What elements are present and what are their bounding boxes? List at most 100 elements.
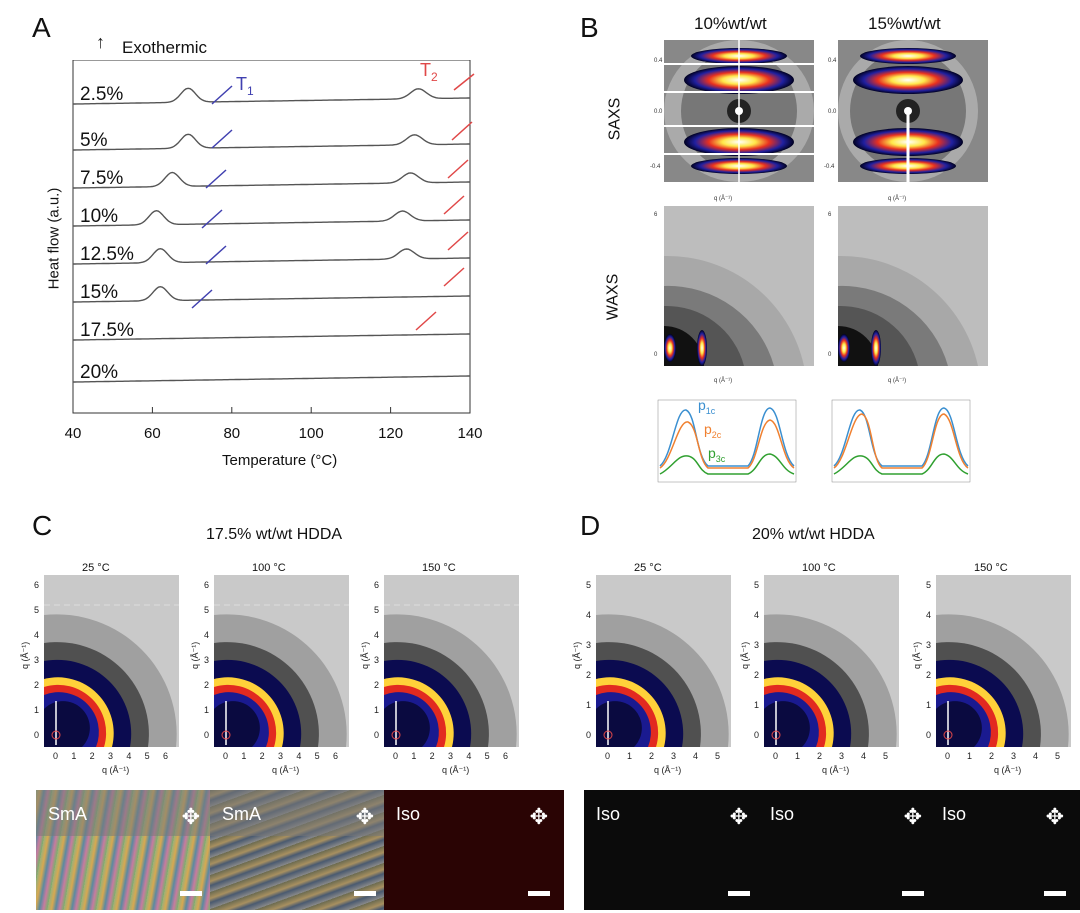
- x-tick-label: 4: [861, 751, 866, 761]
- scale-bar: [180, 891, 202, 896]
- x-tick-label: 1: [627, 751, 632, 761]
- dsc-curves: [73, 87, 470, 383]
- y-tick-label: 3: [34, 655, 39, 665]
- pom-label: Iso: [942, 804, 967, 824]
- y-tick-label: 2: [34, 680, 39, 690]
- y-tick-label: 4: [204, 630, 209, 640]
- y-tick-label: 0: [204, 730, 209, 740]
- y-tick-label: 1: [374, 705, 379, 715]
- series-label: 2.5%: [80, 84, 123, 105]
- y-tick-label: 5: [926, 580, 931, 590]
- y-tick-label: 3: [374, 655, 379, 665]
- svg-text:6: 6: [828, 212, 832, 218]
- y-tick-label: 4: [374, 630, 379, 640]
- y-tick-label: 5: [34, 605, 39, 615]
- crossed-polarizer-icon: ✥: [181, 804, 200, 829]
- svg-text:-0.4: -0.4: [824, 164, 835, 170]
- series-label: 12.5%: [80, 244, 134, 265]
- x-axis-label: q (Å⁻¹): [822, 765, 849, 775]
- scale-bar: [1044, 891, 1066, 896]
- x-tick-label: 0: [605, 751, 610, 761]
- x-tick-label: 5: [485, 751, 490, 761]
- panel-c-title: 17.5% wt/wt HDDA: [206, 526, 343, 543]
- crossed-polarizer-icon: ✥: [529, 804, 548, 829]
- x-tick-label: 2: [989, 751, 994, 761]
- pom-label: Iso: [770, 804, 795, 824]
- series-label: 7.5%: [80, 168, 123, 189]
- t1-arrow-icon: [201, 209, 223, 229]
- x-tick-label: 1: [241, 751, 246, 761]
- dsc-curve-3: [73, 209, 470, 227]
- x-tick-label: 6: [333, 751, 338, 761]
- x-tick-label: 5: [715, 751, 720, 761]
- x-axis-label: q (Å⁻¹): [442, 765, 469, 775]
- crossed-polarizer-icon: ✥: [355, 804, 374, 829]
- dsc-curve-7: [73, 375, 470, 383]
- x-tick-label: 3: [278, 751, 283, 761]
- panel-d-temp-label: 100 °C: [802, 562, 836, 574]
- series-label: 17.5%: [80, 320, 134, 341]
- panel-c-letter: C: [32, 510, 53, 541]
- dsc-curve-1: [73, 133, 470, 151]
- pom-image-c-150: Iso ✥: [384, 790, 564, 910]
- x-tick-label: 0: [223, 751, 228, 761]
- svg-text:0.0: 0.0: [828, 109, 837, 115]
- y-tick-label: 5: [586, 580, 591, 590]
- x-tick-label: 4: [296, 751, 301, 761]
- panel-c-temp-label: 25 °C: [82, 562, 110, 574]
- x-tick-label: 140: [457, 425, 482, 442]
- t1-arrow-icon: [205, 169, 227, 189]
- t2-arrow-icon: [443, 267, 465, 287]
- x-tick-label: 5: [1055, 751, 1060, 761]
- panel-c-waxs-image-0: 0 0 1 1 2 2 3 3 4 4 5 5 6 6 q (Å⁻¹) q (Å⁻¹): [20, 575, 179, 775]
- p3-label: p3c: [708, 445, 726, 464]
- saxs-image-15: 0.4 0.0 -0.4 q (Å⁻¹): [824, 40, 988, 202]
- x-tick-label: 6: [503, 751, 508, 761]
- panel-b-col2: 15%wt/wt: [868, 14, 941, 33]
- x-ticks: 40 60 80 100 120 140: [65, 407, 483, 442]
- x-axis-label: q (Å⁻¹): [994, 765, 1021, 775]
- x-tick-label: 3: [108, 751, 113, 761]
- svg-text:q (Å⁻¹): q (Å⁻¹): [714, 377, 732, 384]
- y-axis-label: q (Å⁻¹): [360, 642, 370, 669]
- t2-arrow-icon: [453, 73, 475, 91]
- x-tick-label: 4: [1033, 751, 1038, 761]
- y-tick-label: 1: [34, 705, 39, 715]
- panel-c-temp-label: 100 °C: [252, 562, 286, 574]
- pom-image-d-150: Iso ✥: [930, 790, 1080, 910]
- waxs-image-10: 6 0 q (Å⁻¹): [654, 206, 814, 384]
- x-tick-label: 100: [299, 425, 324, 442]
- x-tick-label: 5: [315, 751, 320, 761]
- x-tick-label: 0: [393, 751, 398, 761]
- y-axis-label: q (Å⁻¹): [740, 642, 750, 669]
- x-tick-label: 4: [126, 751, 131, 761]
- dsc-chart: 40 60 80 100 120 140 2.5% 5% 7.5% 10% 12.5% 15% 17.…: [65, 60, 483, 442]
- scale-bar: [528, 891, 550, 896]
- exothermic-arrow-icon: ↑: [96, 32, 105, 52]
- p1-label: p1c: [698, 397, 716, 416]
- row-waxs-label: WAXS: [604, 273, 622, 321]
- scale-bar: [354, 891, 376, 896]
- svg-text:q (Å⁻¹): q (Å⁻¹): [888, 377, 906, 384]
- x-tick-label: 40: [65, 425, 82, 442]
- y-tick-label: 3: [586, 640, 591, 650]
- series-label: 5%: [80, 130, 108, 151]
- y-tick-label: 5: [374, 605, 379, 615]
- panel-d-waxs-image-2: 0 0 1 1 2 2 3 3 4 4 5 5 q (Å⁻¹) q (Å⁻¹): [912, 575, 1071, 775]
- y-tick-label: 1: [586, 700, 591, 710]
- y-tick-label: 4: [926, 610, 931, 620]
- panel-d-waxs-image-1: 0 0 1 1 2 2 3 3 4 4 5 5 q (Å⁻¹) q (Å⁻¹): [740, 575, 899, 775]
- x-tick-label: 2: [260, 751, 265, 761]
- dsc-ylabel: Heat flow (a.u.): [45, 187, 63, 290]
- series-label: 15%: [80, 282, 118, 303]
- x-tick-label: 3: [448, 751, 453, 761]
- series-label: 20%: [80, 362, 118, 383]
- crossed-polarizer-icon: ✥: [903, 804, 922, 829]
- x-tick-label: 3: [671, 751, 676, 761]
- panel-b-letter: B: [580, 12, 599, 43]
- svg-text:-0.4: -0.4: [650, 164, 661, 170]
- y-tick-label: 1: [754, 700, 759, 710]
- t2-arrow-icon: [443, 195, 465, 215]
- svg-text:6: 6: [654, 212, 658, 218]
- pom-image-d-100: Iso ✥: [758, 790, 938, 910]
